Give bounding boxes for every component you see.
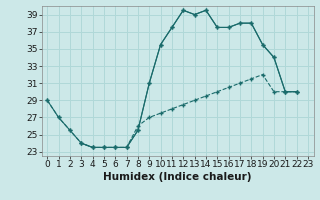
X-axis label: Humidex (Indice chaleur): Humidex (Indice chaleur): [103, 172, 252, 182]
